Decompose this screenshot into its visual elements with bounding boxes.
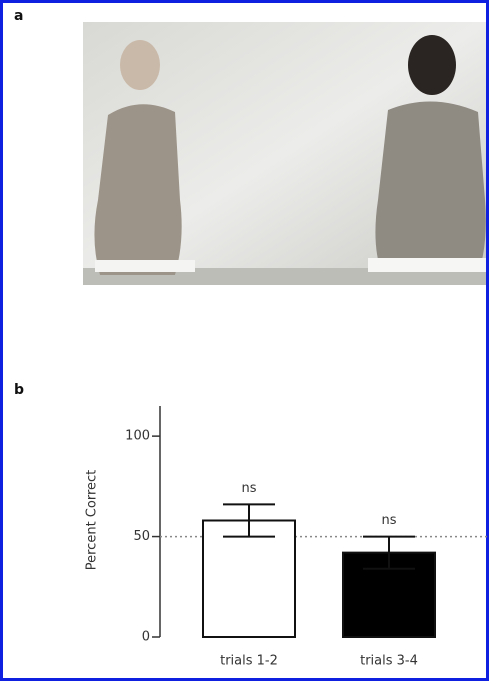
annotation: ns bbox=[241, 481, 256, 496]
annotation: ns bbox=[381, 513, 396, 528]
panel-label: b bbox=[14, 382, 24, 398]
y-tick-label: 0 bbox=[142, 630, 150, 645]
x-tick-label: trials 3-4 bbox=[360, 654, 418, 669]
panel-label: a bbox=[14, 8, 23, 24]
bar bbox=[203, 520, 295, 637]
figure: a b Percent Correct 0 50 100 ns trials 1-2 ns… bbox=[0, 0, 489, 681]
x-tick-label: trials 1-2 bbox=[220, 654, 278, 669]
photo bbox=[83, 22, 486, 285]
y-tick-label: 50 bbox=[133, 529, 150, 544]
y-tick-label: 100 bbox=[125, 429, 150, 444]
y-axis-label: Percent Correct bbox=[85, 470, 100, 571]
